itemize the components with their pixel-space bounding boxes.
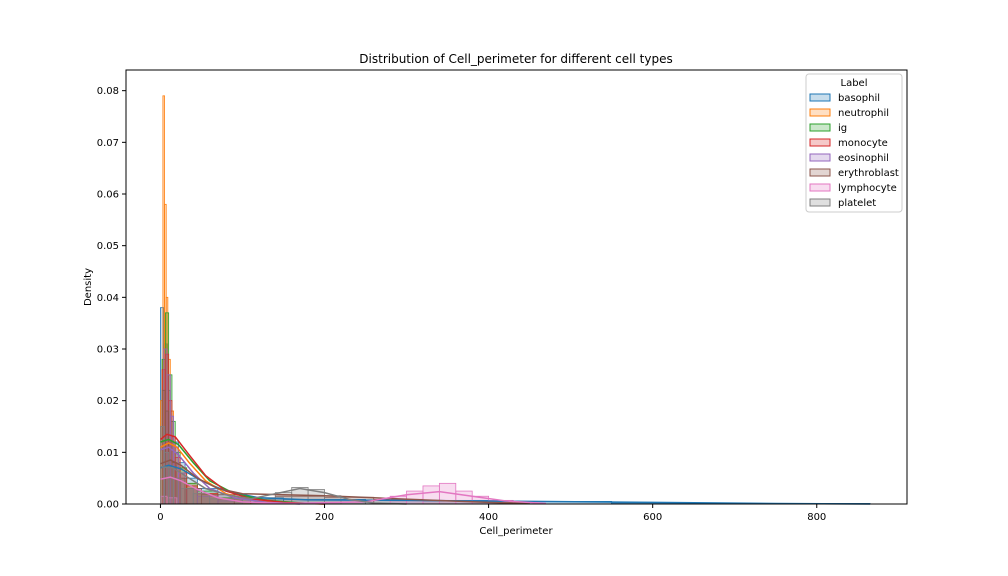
y-tick-label: 0.02	[97, 396, 119, 407]
legend-title: Label	[841, 78, 868, 89]
x-tick-label: 400	[479, 512, 498, 523]
kde-line-monocyte	[160, 433, 325, 505]
y-tick-label: 0.08	[97, 86, 119, 97]
x-axis-label: Cell_perimeter	[479, 526, 553, 537]
x-tick-label: 800	[807, 512, 826, 523]
plot-frame	[125, 69, 908, 505]
legend-label-eosinophil: eosinophil	[838, 153, 889, 164]
y-tick-label: 0.05	[97, 241, 119, 252]
hist-bar-platelet	[180, 488, 194, 505]
legend-label-ig: ig	[838, 123, 847, 134]
x-tick-label: 0	[157, 512, 163, 523]
kde-line-basophil	[160, 464, 871, 505]
hist-bar-platelet	[173, 477, 182, 505]
legend-swatch-eosinophil	[809, 153, 831, 162]
plot-area	[160, 95, 871, 505]
y-tick-label: 0.04	[97, 293, 119, 304]
legend-label-platelet: platelet	[838, 198, 876, 209]
legend-swatch-basophil	[809, 93, 831, 102]
hist-bar-platelet	[192, 493, 211, 505]
y-tick-label: 0.01	[97, 448, 119, 459]
legend-swatch-monocyte	[809, 138, 831, 147]
y-tick-label: 0.00	[97, 500, 119, 511]
legend-swatch-neutrophil	[809, 108, 831, 117]
y-tick-label: 0.06	[97, 190, 119, 201]
legend-label-monocyte: monocyte	[838, 138, 888, 149]
x-axis: 0 200 400 600 800	[157, 504, 826, 523]
legend-label-lymphocyte: lymphocyte	[838, 183, 897, 194]
y-axis-label: Density	[83, 268, 94, 306]
kde-line-platelet	[160, 466, 407, 505]
legend: Label basophil neutrophil ig monocyte eosinop…	[805, 73, 903, 213]
legend-label-basophil: basophil	[838, 93, 880, 104]
legend-label-neutrophil: neutrophil	[838, 108, 889, 119]
legend-swatch-ig	[809, 123, 831, 132]
legend-swatch-lymphocyte	[809, 183, 831, 192]
legend-swatch-erythroblast	[809, 168, 831, 177]
x-tick-label: 600	[643, 512, 662, 523]
x-tick-label: 200	[315, 512, 334, 523]
y-axis: 0.00 0.01 0.02 0.03 0.04 0.05 0.06 0.07 0.08	[97, 86, 126, 511]
hist-bar-platelet	[168, 467, 174, 505]
y-tick-label: 0.07	[97, 138, 119, 149]
legend-label-erythroblast: erythroblast	[838, 168, 899, 179]
y-tick-label: 0.03	[97, 345, 119, 356]
kde-line-erythroblast	[160, 459, 530, 505]
legend-swatch-platelet	[809, 198, 831, 207]
chart-title: Distribution of Cell_perimeter for diffe…	[359, 52, 672, 66]
